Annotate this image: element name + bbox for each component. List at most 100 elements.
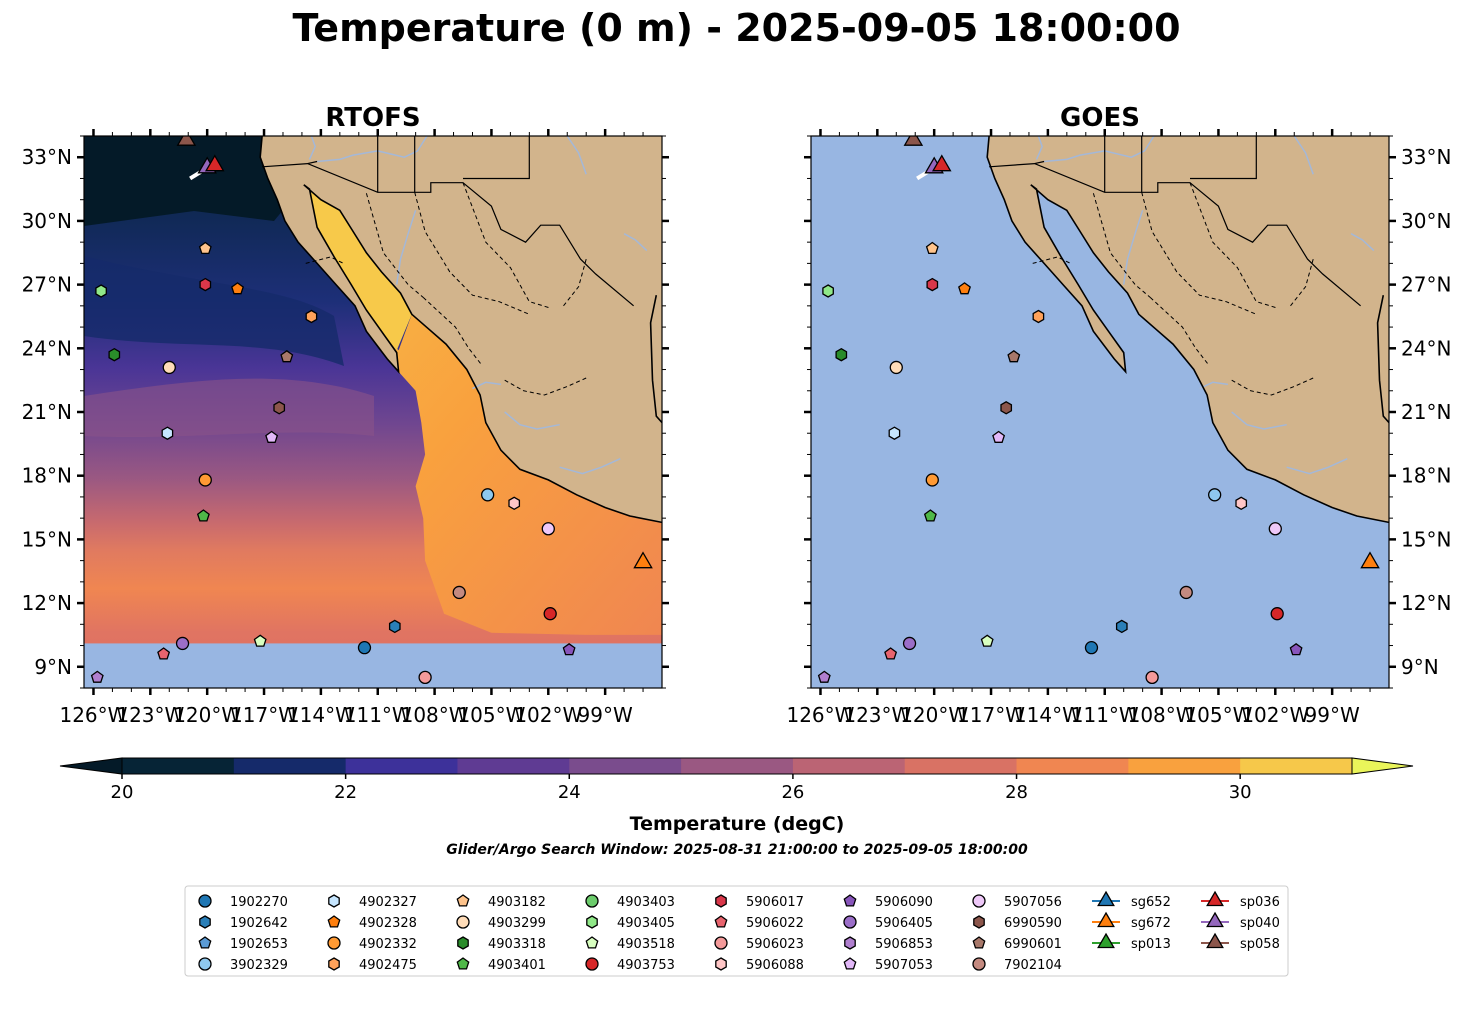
- float-marker-5906023: [418, 670, 432, 685]
- state-border: [563, 258, 587, 307]
- float-marker-7902104: [452, 585, 466, 600]
- float-marker-1902270: [1084, 641, 1099, 655]
- lon-tick-label: 111°W: [1071, 703, 1139, 727]
- country-border: [1190, 136, 1257, 180]
- state-border: [1149, 297, 1210, 366]
- country-border: [1034, 160, 1045, 165]
- colorbar-tick-label: 22: [334, 782, 357, 803]
- colorbar-bin: [1240, 758, 1353, 774]
- float-marker-4903405: [95, 284, 107, 298]
- colorbar-bin: [1016, 758, 1129, 774]
- float-marker-4902332: [198, 473, 212, 487]
- float-marker-4903299: [889, 360, 903, 375]
- legend-entry-5906023-label: 5906023: [746, 937, 804, 952]
- legend-entry-6990590-marker: [973, 915, 985, 929]
- legend-entry-5906023-marker: [714, 936, 728, 950]
- lon-tick-label: 105°W: [1184, 703, 1252, 727]
- legend-entry-4903405-label: 4903405: [617, 916, 675, 931]
- river-line: [1231, 411, 1287, 430]
- lat-tick-label: 30°N: [1401, 209, 1451, 233]
- float-marker-4903318: [108, 347, 121, 362]
- float-marker-4903518: [980, 634, 994, 647]
- legend-entry-5907053-label: 5907053: [875, 958, 933, 973]
- float-marker-1902642: [1115, 619, 1128, 634]
- lat-tick-label: 33°N: [1401, 145, 1451, 169]
- legend-entry-6990601-label: 6990601: [1004, 937, 1062, 952]
- legend-entry-5906405-label: 5906405: [875, 916, 933, 931]
- float-marker-4902332: [925, 473, 939, 487]
- lat-tick-label: 21°N: [22, 400, 72, 424]
- legend-entry-7902104-marker: [972, 957, 986, 971]
- lon-tick-label: 123°W: [116, 703, 184, 727]
- float-marker-4903401: [923, 509, 937, 522]
- panel-title-goes: GOES: [1060, 103, 1140, 133]
- legend-entry-5906017-label: 5906017: [746, 895, 804, 910]
- float-marker-5907056: [1268, 522, 1282, 536]
- legend-entry-4902475-label: 4902475: [359, 958, 417, 973]
- float-marker-5907056: [541, 522, 555, 536]
- glider-marker-sp058: [903, 136, 924, 146]
- lat-tick-label: 12°N: [22, 591, 72, 615]
- legend-entry-sg672-label: sg672: [1131, 916, 1171, 931]
- float-marker-5906090: [1289, 642, 1303, 656]
- legend-entry-4903753-marker: [585, 957, 599, 971]
- legend-entry-sp058-marker: [1206, 932, 1224, 949]
- legend-entry-4902327-label: 4902327: [359, 895, 417, 910]
- lon-tick-label: 99°W: [1305, 703, 1360, 727]
- legend-entry-4902475-marker: [328, 957, 340, 971]
- legend-entry-4903405-marker: [586, 915, 598, 929]
- legend-entry-5906017-marker: [715, 894, 727, 908]
- legend-entry-5906853-label: 5906853: [875, 937, 933, 952]
- colorbar-bin: [122, 758, 235, 774]
- lat-tick-label: 18°N: [22, 464, 72, 488]
- state-border: [1092, 193, 1151, 298]
- lon-tick-label: 114°W: [1014, 703, 1082, 727]
- glider-marker-sg672: [1360, 551, 1380, 569]
- state-border: [1231, 377, 1314, 396]
- float-marker-4902328: [231, 282, 244, 295]
- lon-tick-label: 108°W: [1128, 703, 1196, 727]
- lon-tick-label: 120°W: [900, 703, 968, 727]
- lat-tick-label: 33°N: [22, 145, 72, 169]
- state-border: [1189, 182, 1278, 309]
- legend-entry-4902328-marker: [327, 915, 341, 928]
- legend-entry-4903403-label: 4903403: [617, 895, 675, 910]
- colorbar-bin: [904, 758, 1018, 774]
- lon-tick-label: 108°W: [401, 703, 469, 727]
- legend-entry-5906088-label: 5906088: [746, 958, 804, 973]
- float-marker-3902329: [481, 488, 495, 502]
- legend-entry-4903518-marker: [585, 936, 599, 949]
- colorbar-bin: [1128, 758, 1241, 774]
- legend-entry-4902332-marker: [327, 936, 341, 950]
- float-marker-6990601: [280, 349, 294, 363]
- lat-tick-label: 24°N: [1401, 336, 1451, 360]
- legend-entry-3902329-label: 3902329: [230, 958, 288, 973]
- coastline: [986, 136, 1389, 524]
- float-marker-4903318: [835, 347, 848, 362]
- search-window-subtitle: Glider/Argo Search Window: 2025-08-31 21…: [446, 842, 1028, 858]
- float-marker-5906088: [1235, 496, 1248, 511]
- river-line: [1286, 458, 1348, 475]
- nodata-band: [84, 643, 662, 688]
- legend-entry-5907053-marker: [843, 957, 857, 970]
- float-marker-6990601: [1007, 349, 1021, 363]
- panel-goes-map: 126°W123°W120°W117°W114°W111°W108°W105°W…: [786, 129, 1451, 727]
- lat-tick-label: 12°N: [1401, 591, 1451, 615]
- legend-entry-5906853-marker: [844, 936, 856, 950]
- float-marker-4902475: [305, 309, 318, 324]
- lon-tick-label: 102°W: [1241, 703, 1309, 727]
- float-marker-4903753: [1270, 607, 1284, 621]
- country-border: [989, 162, 1361, 307]
- float-marker-4903405: [822, 284, 834, 298]
- coastline: [259, 136, 662, 524]
- colorbar-bin: [233, 758, 347, 774]
- legend-entry-5906022-label: 5906022: [746, 916, 804, 931]
- legend-entry-4902328-label: 4902328: [359, 916, 417, 931]
- colorbar-over-arrow: [1351, 757, 1414, 775]
- float-marker-5906853: [817, 670, 831, 683]
- glider-marker-sg672: [633, 551, 653, 569]
- colorbar-tick-label: 24: [558, 782, 581, 803]
- float-marker-1902642: [388, 619, 401, 634]
- figure-title: Temperature (0 m) - 2025-09-05 18:00:00: [292, 6, 1181, 50]
- legend-entry-5906088-marker: [715, 957, 727, 971]
